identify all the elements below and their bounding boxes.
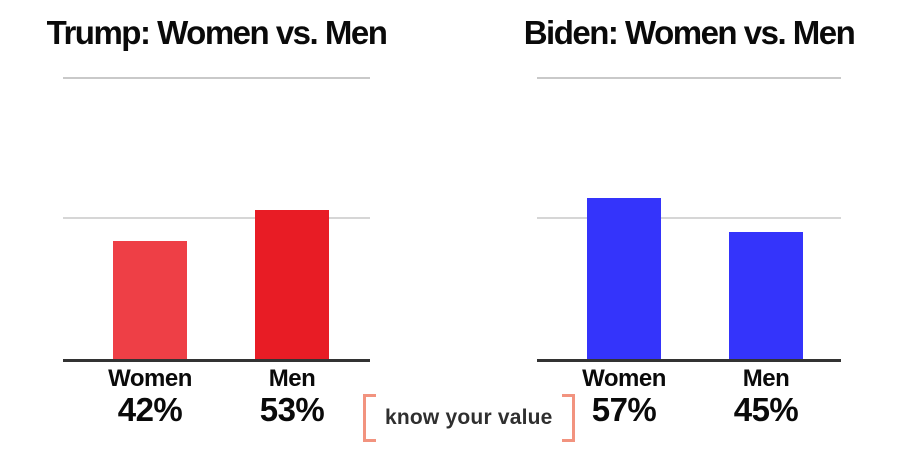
- trump-women-bar: [113, 240, 187, 359]
- biden-chart: Biden: Women vs. Men Women 57% Men 45%: [524, 0, 856, 450]
- category-label: Women: [582, 365, 666, 392]
- trump-men-bar: [255, 209, 329, 359]
- trump-women-label-group: Women 42%: [75, 366, 225, 428]
- gridline-50pct: [63, 217, 370, 219]
- left-bracket-icon: [363, 394, 376, 442]
- category-label: Men: [268, 365, 316, 392]
- trump-chart: Trump: Women vs. Men Women 42% Men 53%: [47, 0, 388, 450]
- gridline-100pct: [63, 77, 370, 79]
- know-your-value-logo: know your value: [363, 394, 575, 442]
- value-label: 53%: [259, 391, 325, 428]
- biden-men-label-group: Men 45%: [691, 366, 841, 428]
- right-bracket-icon: [561, 394, 575, 442]
- biden-men-bar: [729, 232, 803, 359]
- trump-chart-title: Trump: Women vs. Men: [46, 14, 388, 51]
- trump-men-label-group: Men 53%: [217, 366, 367, 428]
- gridline-100pct: [537, 77, 841, 79]
- logo-text: know your value: [385, 406, 553, 429]
- gridline-50pct: [537, 217, 841, 219]
- trump-plot-area: [63, 77, 370, 362]
- biden-women-label-group: Women 57%: [549, 366, 699, 428]
- value-label: 57%: [591, 391, 657, 428]
- category-label: Men: [742, 365, 790, 392]
- category-label: Women: [108, 365, 192, 392]
- value-label: 42%: [117, 391, 183, 428]
- value-label: 45%: [733, 391, 799, 428]
- biden-plot-area: [537, 77, 841, 362]
- biden-women-bar: [587, 198, 661, 359]
- biden-chart-title: Biden: Women vs. Men: [523, 14, 856, 51]
